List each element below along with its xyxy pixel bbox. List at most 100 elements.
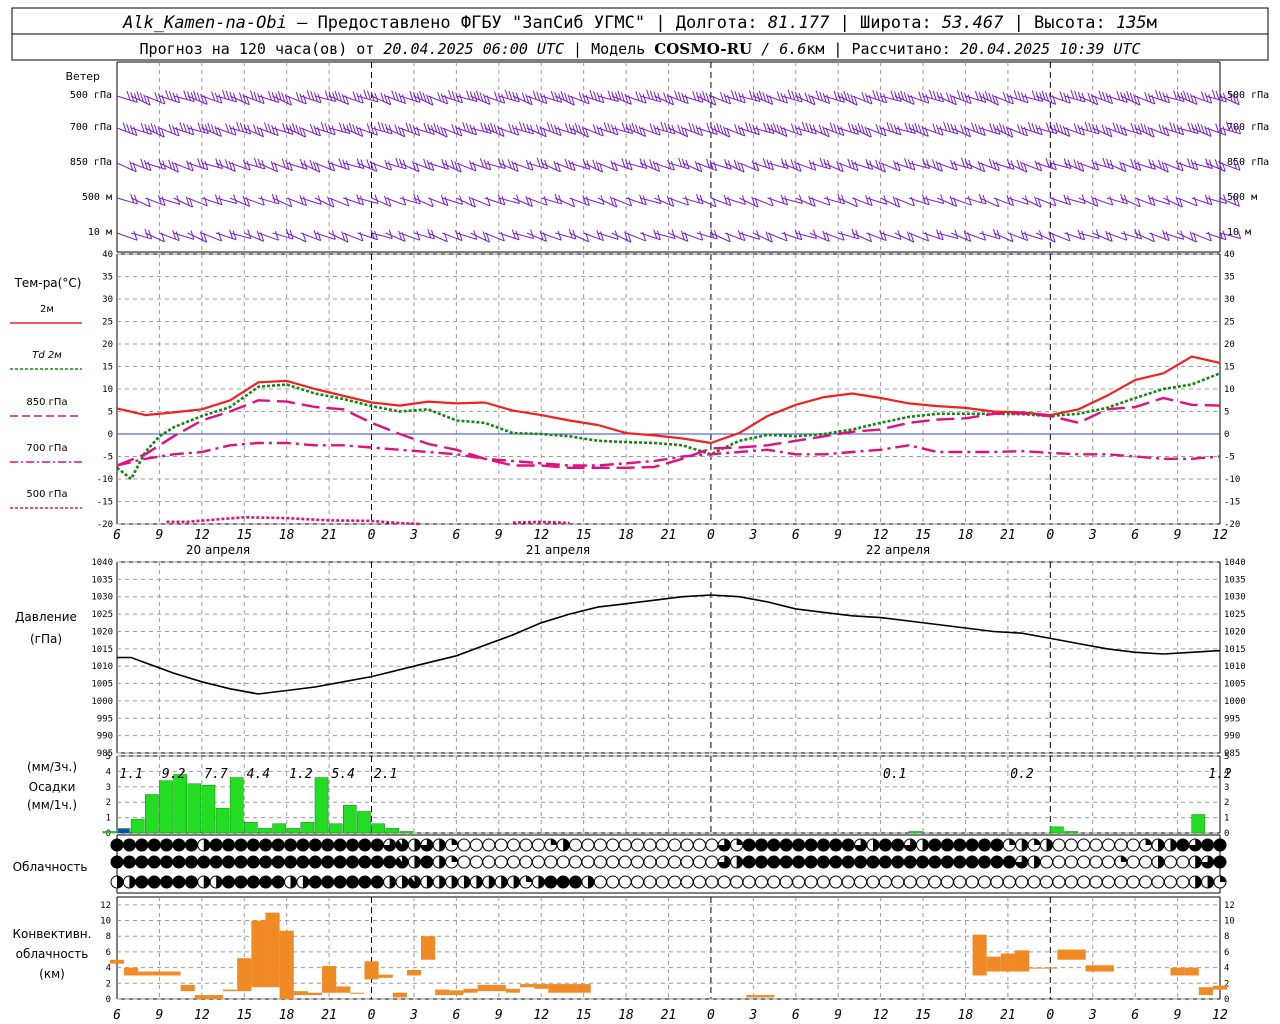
- precip-tick-labels: 0 01 12 23 34 45 5: [106, 752, 1230, 839]
- wind-barb-feather: [657, 92, 662, 103]
- wind-barb-feather: [363, 89, 368, 99]
- wind-barb-feather: [157, 93, 162, 103]
- wind-barb-feather: [458, 231, 463, 241]
- wind-barb-feather: [253, 91, 258, 102]
- cloud-symbol: [569, 875, 583, 889]
- conv-bar: [208, 995, 224, 999]
- wind-barb: [272, 158, 293, 172]
- conv-bar: [463, 988, 478, 993]
- wind-barb: [413, 91, 434, 106]
- wind-barb-feather: [840, 231, 845, 241]
- wind-barb-shaft: [328, 95, 349, 105]
- cloud-symbol: [903, 855, 917, 869]
- cloud-symbol: [854, 838, 868, 852]
- cloud-fill: [854, 839, 867, 852]
- wind-barb: [1050, 194, 1071, 206]
- wind-barb-feather: [532, 90, 537, 100]
- wind-barb-feather: [327, 196, 332, 206]
- wind-barb: [611, 231, 632, 243]
- wind-barb-shaft: [795, 95, 816, 106]
- precip-bar: [1064, 831, 1078, 834]
- wind-barb-feather: [635, 124, 639, 134]
- wind-barb-feather: [1130, 122, 1135, 133]
- wind-barb: [399, 90, 421, 103]
- cloud-symbol: [618, 875, 632, 889]
- cloud-fill: [941, 839, 954, 851]
- wind-barb-feather: [904, 158, 909, 168]
- pressure-line: [117, 594, 1221, 695]
- cloud-symbol: [284, 838, 298, 852]
- wind-barb: [682, 231, 704, 241]
- cloud-symbol: [953, 855, 967, 869]
- wind-barb: [654, 159, 675, 171]
- wind-barb-feather: [790, 159, 795, 169]
- conv-tick-left: 2: [106, 979, 111, 989]
- wind-barb-feather: [342, 159, 347, 169]
- wind-barb-feather: [1211, 89, 1216, 99]
- wind-barb: [696, 158, 718, 172]
- wind-barb-feather: [560, 91, 565, 101]
- cloud-circle: [829, 875, 843, 889]
- wind-barb-feather: [440, 195, 445, 205]
- precip-tick-right: 5: [1224, 752, 1229, 762]
- wind-barb-feather: [741, 93, 746, 103]
- wind-barb-shaft: [1219, 232, 1241, 240]
- wind-barb: [215, 229, 237, 241]
- wind-barb-feather: [1090, 94, 1095, 104]
- wind-barb-feather: [242, 195, 247, 206]
- cloud-fill: [259, 839, 272, 851]
- wind-barb-feather: [599, 126, 604, 137]
- cloud-symbol: [544, 838, 558, 852]
- cloud-symbol: [866, 855, 880, 869]
- wind-barb: [682, 122, 703, 137]
- wind-barb-feather: [1020, 125, 1025, 135]
- cloud-fill: [488, 876, 495, 888]
- wind-barb-feather: [448, 89, 452, 100]
- wind-barb-feather: [275, 194, 280, 205]
- cloud-fill: [334, 839, 347, 851]
- wind-barb-feather: [1023, 162, 1028, 173]
- wind-barb-feather: [932, 123, 937, 133]
- wind-barb-feather: [910, 232, 915, 243]
- wind-barb-feather: [812, 124, 817, 135]
- wind-barb-feather: [126, 90, 131, 101]
- wind-barb-feather: [694, 161, 699, 171]
- wind-barb-feather: [444, 196, 449, 206]
- cloud-fill: [117, 876, 123, 888]
- wind-barb-feather: [1077, 124, 1082, 135]
- cloud-fill: [148, 876, 161, 888]
- wind-barb-feather: [667, 159, 672, 170]
- temp-tick-left: 30: [102, 295, 113, 305]
- wind-barb-shaft: [1134, 197, 1156, 207]
- wind-barb-feather: [582, 93, 587, 103]
- wind-barb-feather: [302, 127, 307, 138]
- cloud-symbol: [1126, 875, 1140, 889]
- wind-barb-shaft: [371, 232, 393, 240]
- wind-barb-feather: [422, 92, 427, 102]
- wind-barb-feather: [953, 161, 958, 171]
- wind-barb-feather: [571, 161, 576, 171]
- cloud-symbol: [395, 855, 409, 869]
- wind-barb-shaft: [654, 95, 674, 106]
- wind-barb-shaft: [1078, 197, 1099, 207]
- wind-barb: [767, 194, 789, 206]
- wind-barb-shaft: [229, 197, 250, 207]
- wind-barb-feather: [338, 122, 343, 132]
- wind-barb-feather: [168, 159, 173, 169]
- wind-barb-shaft: [1035, 95, 1056, 105]
- wind-barb: [965, 193, 987, 205]
- wind-barb-feather: [755, 161, 760, 172]
- wind-barb-feather: [765, 231, 770, 241]
- wind-barb: [371, 195, 392, 207]
- cloud-symbol: [395, 838, 409, 852]
- cloud-fill: [1195, 856, 1202, 869]
- wind-barbs: [116, 89, 1242, 243]
- wind-barb-feather: [748, 90, 753, 100]
- cloud-symbol: [1064, 855, 1078, 869]
- wind-barb-feather: [469, 124, 474, 134]
- wind-barb-feather: [352, 124, 357, 134]
- wind-barb-feather: [1009, 94, 1014, 105]
- wind-level-label-left: 850 гПа: [70, 157, 112, 168]
